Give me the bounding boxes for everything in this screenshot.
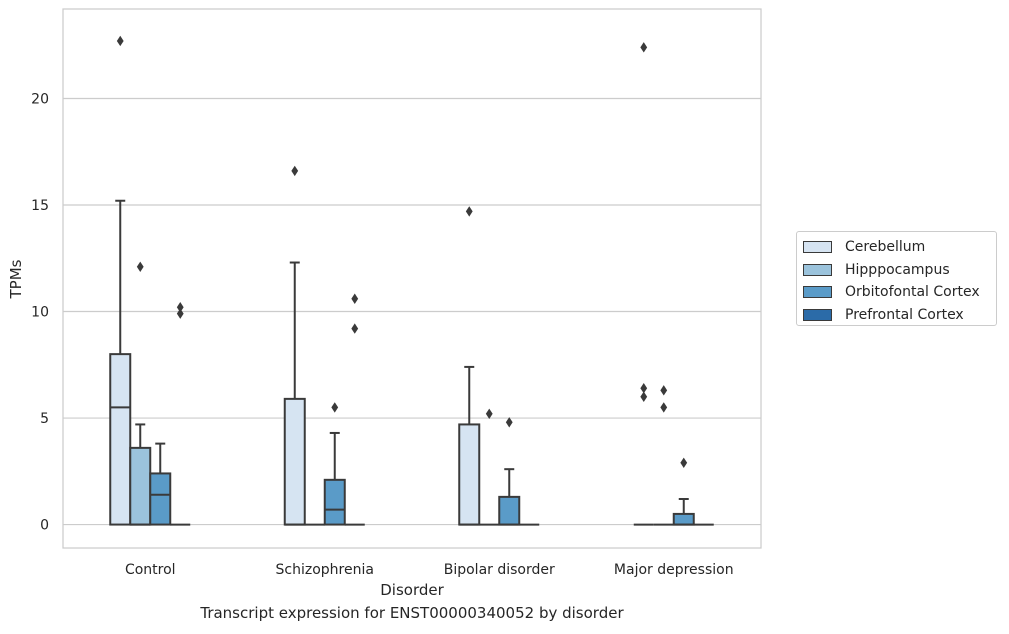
y-tick-label: 15 [31,198,49,214]
outlier-point [640,42,648,53]
box-iqr [283,397,306,526]
box-iqr [458,423,481,526]
plot-area-frame [62,8,762,549]
outlier-point [640,383,648,394]
y-tick-label: 10 [31,305,49,321]
box-iqr [672,512,695,526]
gridlines [63,97,761,526]
outlier-point [331,402,339,413]
box-iqr [323,478,346,526]
outlier-point [116,35,124,47]
outlier-point [640,391,648,402]
y-axis-ticks: 0 5 10 15 20 [31,91,49,533]
box-0-0 [109,35,132,526]
x-tick-label: Control [125,562,176,578]
x-axis-label: Disorder [380,581,444,599]
outlier-point [485,408,493,419]
legend-swatch [803,241,832,254]
outlier-point [660,402,668,413]
outlier-point [176,308,184,319]
box-iqr [498,495,521,526]
box-2-2 [498,417,521,526]
box-0-1 [129,261,152,526]
box-3-1 [653,385,674,526]
y-tick-label: 5 [40,411,49,427]
legend-item: Cerebellum [803,236,996,259]
box-2-1 [479,408,500,526]
outlier-point [680,457,688,468]
legend-label: Cerebellum [845,239,926,256]
outlier-point [351,293,359,304]
box-2-0 [458,206,481,526]
y-axis-label: TPMs [7,259,25,299]
outlier-point [660,385,668,396]
box-1-3 [344,293,365,526]
x-tick-label: Bipolar disorder [444,562,555,578]
box-3-0 [633,42,654,526]
legend-item: Prefrontal Cortex [803,304,996,327]
outlier-point [351,323,359,334]
legend-label: Hipppocampus [845,261,950,278]
x-tick-label: Schizophrenia [276,562,374,578]
x-tick-label: Major depression [614,562,734,578]
box-iqr [149,472,172,526]
legend-item: Hipppocampus [803,259,996,282]
outlier-point [136,261,144,272]
y-tick-label: 20 [31,91,49,107]
x-axis-ticks: Control Schizophrenia Bipolar disorder Majo… [125,562,734,578]
legend-swatch [803,308,832,321]
y-tick-label: 0 [40,518,49,534]
box-3-2 [672,457,695,526]
boxes [109,35,714,526]
outlier-point [176,302,184,313]
legend-item: Orbitofontal Cortex [803,281,996,304]
box-1-2 [323,402,346,526]
outlier-point [291,165,299,177]
box-0-3 [170,302,191,526]
box-iqr [129,446,152,526]
chart-caption: Transcript expression for ENST0000034005… [200,604,624,622]
box-1-0 [283,165,306,526]
outlier-point [505,417,513,428]
legend-swatch [803,286,832,299]
box-0-2 [149,442,172,526]
legend-swatch [803,263,832,276]
box-iqr [109,353,132,526]
legend-label: Prefrontal Cortex [845,306,964,323]
outlier-point [465,206,473,217]
legend-label: Orbitofontal Cortex [845,284,980,301]
legend: Cerebellum Hipppocampus Orbitofontal Corte… [796,231,997,326]
